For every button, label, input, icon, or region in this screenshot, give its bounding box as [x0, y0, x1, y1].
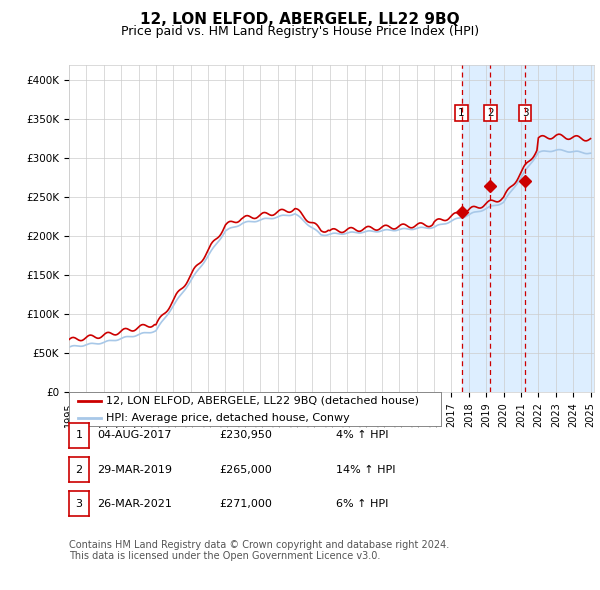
Text: 6% ↑ HPI: 6% ↑ HPI	[336, 499, 388, 509]
Text: HPI: Average price, detached house, Conwy: HPI: Average price, detached house, Conw…	[106, 414, 350, 424]
Text: 29-MAR-2019: 29-MAR-2019	[97, 465, 172, 474]
Text: £230,950: £230,950	[219, 431, 272, 440]
Text: Contains HM Land Registry data © Crown copyright and database right 2024.
This d: Contains HM Land Registry data © Crown c…	[69, 540, 449, 562]
Text: 2: 2	[76, 465, 82, 474]
Text: 3: 3	[521, 108, 528, 118]
Text: 2: 2	[487, 108, 494, 118]
Text: 14% ↑ HPI: 14% ↑ HPI	[336, 465, 395, 474]
Text: 1: 1	[76, 431, 82, 440]
Text: 12, LON ELFOD, ABERGELE, LL22 9BQ: 12, LON ELFOD, ABERGELE, LL22 9BQ	[140, 12, 460, 27]
Text: 4% ↑ HPI: 4% ↑ HPI	[336, 431, 389, 440]
Bar	[461, 65, 594, 392]
Text: 12, LON ELFOD, ABERGELE, LL22 9BQ (detached house): 12, LON ELFOD, ABERGELE, LL22 9BQ (detac…	[106, 396, 419, 406]
Text: £265,000: £265,000	[219, 465, 272, 474]
Text: Price paid vs. HM Land Registry's House Price Index (HPI): Price paid vs. HM Land Registry's House …	[121, 25, 479, 38]
Text: £271,000: £271,000	[219, 499, 272, 509]
Text: 04-AUG-2017: 04-AUG-2017	[97, 431, 172, 440]
Text: 1: 1	[458, 108, 465, 118]
Text: 26-MAR-2021: 26-MAR-2021	[97, 499, 172, 509]
Text: 3: 3	[76, 499, 82, 509]
